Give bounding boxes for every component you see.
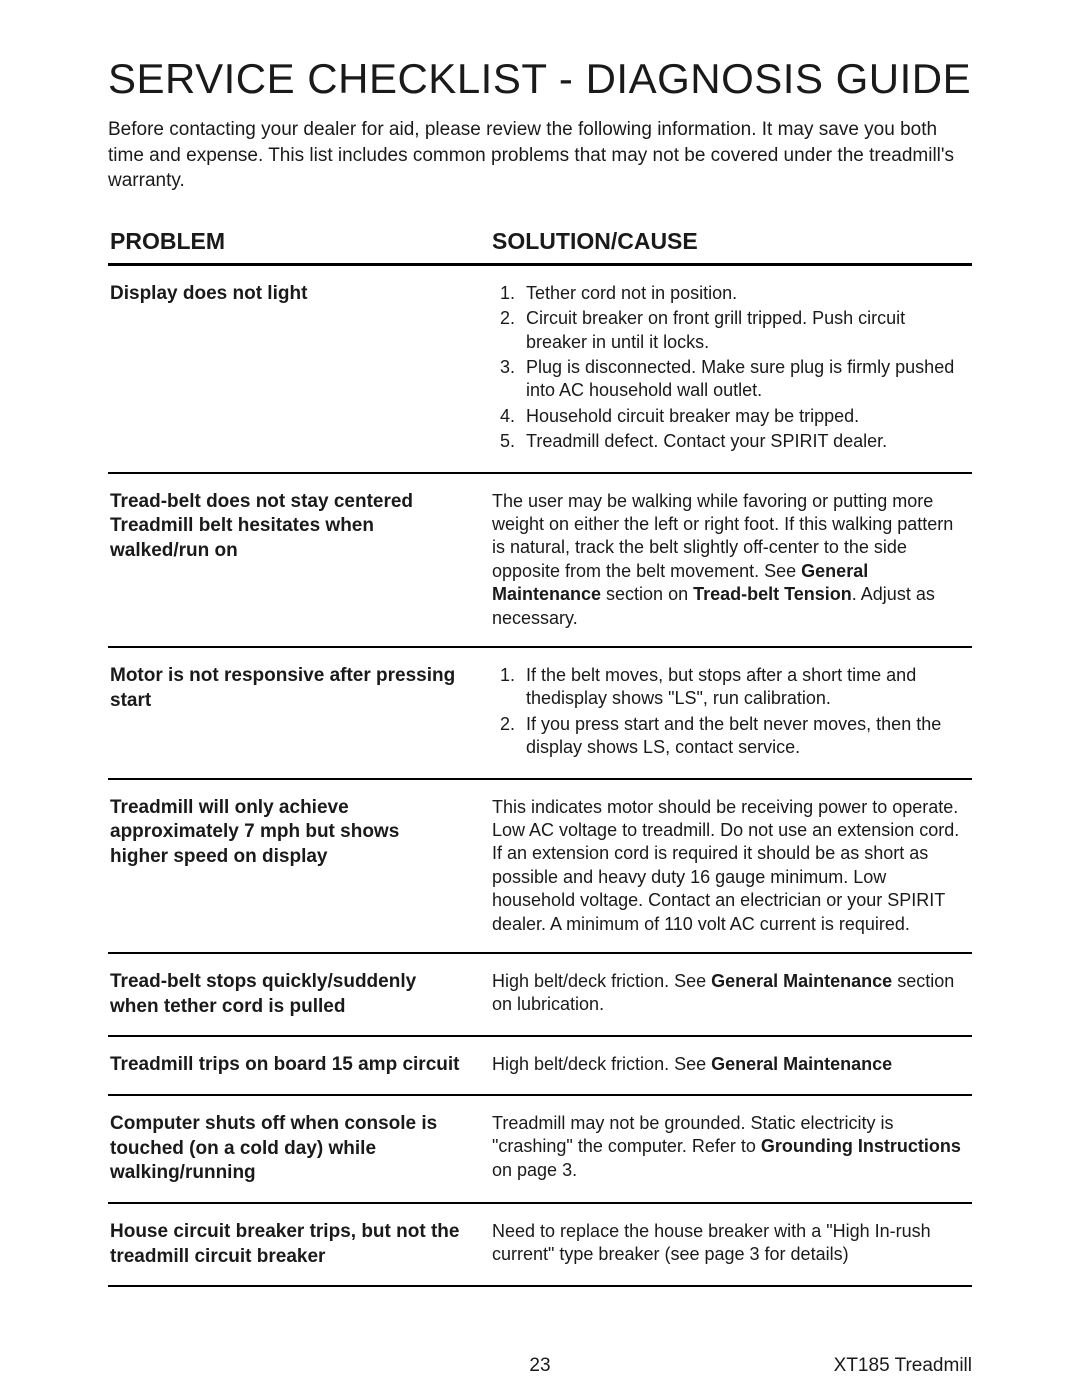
solution-list-item: Tether cord not in position. xyxy=(520,282,968,305)
solution-cell: High belt/deck friction. See General Mai… xyxy=(478,1036,972,1095)
problem-cell: Treadmill trips on board 15 amp circuit xyxy=(108,1036,478,1095)
intro-paragraph: Before contacting your dealer for aid, p… xyxy=(108,117,968,194)
diagnosis-table-body: Display does not lightTether cord not in… xyxy=(108,264,972,1286)
solution-list-item: If you press start and the belt never mo… xyxy=(520,713,968,760)
solution-cell: Treadmill may not be grounded. Static el… xyxy=(478,1095,972,1203)
table-row: Tread-belt does not stay centered Treadm… xyxy=(108,473,972,647)
table-row: Motor is not responsive after pressing s… xyxy=(108,647,972,779)
table-row: Treadmill trips on board 15 amp circuitH… xyxy=(108,1036,972,1095)
solution-list-item: If the belt moves, but stops after a sho… xyxy=(520,664,968,711)
page-number: 23 xyxy=(529,1355,550,1377)
solution-list: If the belt moves, but stops after a sho… xyxy=(492,664,968,760)
solution-list-item: Household circuit breaker may be tripped… xyxy=(520,405,968,428)
diagnosis-table: PROBLEM SOLUTION/CAUSE Display does not … xyxy=(108,222,972,1287)
solution-cell: If the belt moves, but stops after a sho… xyxy=(478,647,972,779)
solution-cell: Tether cord not in position.Circuit brea… xyxy=(478,264,972,472)
problem-cell: Tread-belt stops quickly/suddenly when t… xyxy=(108,953,478,1036)
table-row: Tread-belt stops quickly/suddenly when t… xyxy=(108,953,972,1036)
solution-list: Tether cord not in position.Circuit brea… xyxy=(492,282,968,454)
solution-cell: The user may be walking while favoring o… xyxy=(478,473,972,647)
table-row: Display does not lightTether cord not in… xyxy=(108,264,972,472)
solution-cell: Need to replace the house breaker with a… xyxy=(478,1203,972,1286)
problem-cell: Motor is not responsive after pressing s… xyxy=(108,647,478,779)
product-name: XT185 Treadmill xyxy=(834,1355,972,1377)
table-row: Treadmill will only achieve approximatel… xyxy=(108,779,972,953)
problem-cell: Tread-belt does not stay centered Treadm… xyxy=(108,473,478,647)
problem-cell: Treadmill will only achieve approximatel… xyxy=(108,779,478,953)
manual-page: SERVICE CHECKLIST - DIAGNOSIS GUIDE Befo… xyxy=(0,0,1080,1397)
page-title: SERVICE CHECKLIST - DIAGNOSIS GUIDE xyxy=(108,55,972,103)
solution-list-item: Plug is disconnected. Make sure plug is … xyxy=(520,356,968,403)
column-header-solution: SOLUTION/CAUSE xyxy=(478,222,972,265)
problem-cell: Display does not light xyxy=(108,264,478,472)
solution-cell: This indicates motor should be receiving… xyxy=(478,779,972,953)
column-header-problem: PROBLEM xyxy=(108,222,478,265)
solution-list-item: Treadmill defect. Contact your SPIRIT de… xyxy=(520,430,968,453)
solution-cell: High belt/deck friction. See General Mai… xyxy=(478,953,972,1036)
problem-cell: House circuit breaker trips, but not the… xyxy=(108,1203,478,1286)
solution-list-item: Circuit breaker on front grill tripped. … xyxy=(520,307,968,354)
table-row: Computer shuts off when console is touch… xyxy=(108,1095,972,1203)
problem-cell: Computer shuts off when console is touch… xyxy=(108,1095,478,1203)
table-row: House circuit breaker trips, but not the… xyxy=(108,1203,972,1286)
